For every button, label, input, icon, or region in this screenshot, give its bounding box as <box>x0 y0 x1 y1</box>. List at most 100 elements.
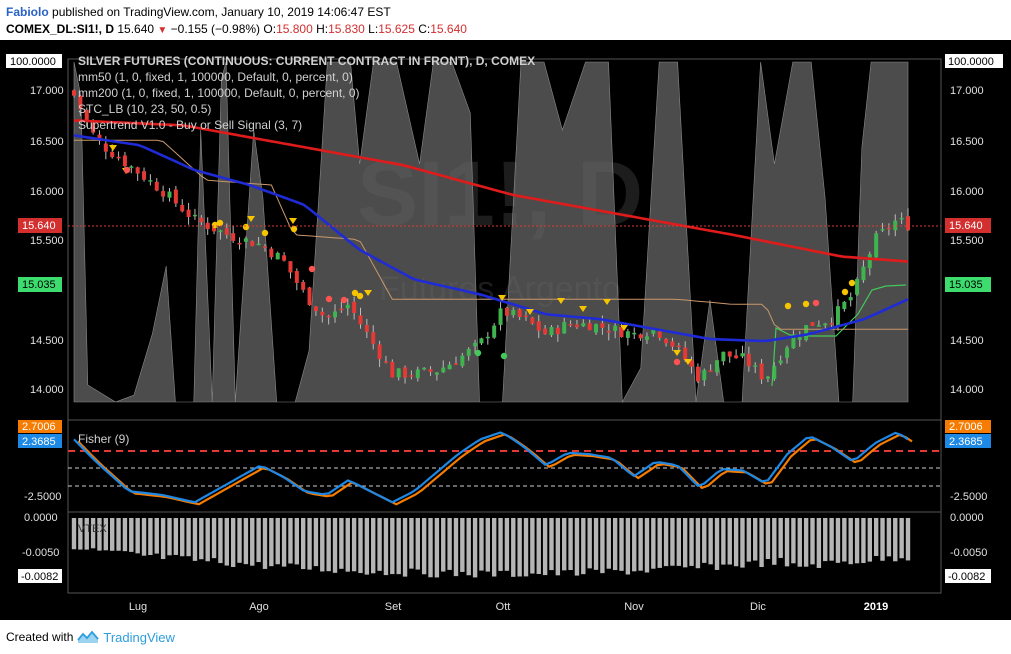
lower-tick-left-0: 0.0000 <box>24 512 58 524</box>
author-link[interactable]: Fabiolo <box>6 5 49 19</box>
candle-body <box>301 282 306 290</box>
lower-histogram-bar <box>460 518 465 572</box>
lower-histogram-bar <box>835 518 841 563</box>
time-axis[interactable]: Lug Ago Set Ott Nov Dic 2019 <box>129 601 888 613</box>
legend-mm200[interactable]: mm200 (1, 0, fixed, 1, 100000, Default, … <box>78 86 360 100</box>
lower-histogram-bar <box>294 518 300 565</box>
lower-histogram-bar <box>364 518 370 575</box>
left-price-scale[interactable]: 100.0000 17.000 16.500 16.000 15.500 14.… <box>6 54 64 396</box>
fisher-tag-1-left <box>18 420 62 433</box>
legend-mm50[interactable]: mm50 (1, 0, fixed, 1, 100000, Default, 0… <box>78 70 353 84</box>
lower-histogram-bar <box>491 518 497 577</box>
fisher-tag-2-right <box>945 434 991 448</box>
candle-body <box>396 368 401 378</box>
sell-signal-triangle <box>579 306 587 312</box>
chart-area[interactable]: SI1!, D Futures Argento SILVER FUTURES (… <box>0 40 1011 620</box>
lower-histogram-bar <box>714 518 720 570</box>
candle-body <box>364 324 369 332</box>
candle-body <box>161 191 166 197</box>
candle-body <box>403 367 408 378</box>
lower-histogram-bar <box>810 518 815 565</box>
candle-body <box>218 230 223 232</box>
chart-canvas[interactable]: SI1!, D Futures Argento SILVER FUTURES (… <box>0 40 1011 620</box>
lower-histogram-bar <box>676 518 682 566</box>
lower-histogram-bar <box>211 518 217 559</box>
sell-signal-triangle <box>289 218 297 224</box>
sell-signal-triangle <box>603 299 611 305</box>
lower-pane[interactable] <box>67 511 942 594</box>
lower-histogram-bar <box>689 518 694 566</box>
tick-left-15500: 15.500 <box>30 235 64 247</box>
lower-histogram-bar <box>873 518 879 557</box>
candle-body <box>212 226 217 232</box>
candle-body <box>339 308 344 311</box>
tradingview-logo-icon <box>77 630 100 643</box>
supertrend-right: 15.035 <box>949 279 983 291</box>
candle-body <box>670 341 675 347</box>
candle-body <box>453 363 458 365</box>
candle-body <box>492 325 497 338</box>
candle-body <box>390 361 395 378</box>
candle-body <box>275 252 280 260</box>
tick-right-16500: 16.500 <box>950 136 984 148</box>
sell-signal-triangle <box>364 290 372 296</box>
tradingview-brand-link[interactable]: TradingView <box>103 629 175 645</box>
tick-right-15500: 15.500 <box>950 235 984 247</box>
lower-histogram-bar <box>135 518 140 554</box>
lower-histogram-bar <box>84 518 89 550</box>
candle-body <box>867 254 872 269</box>
lower-histogram-bar <box>784 518 790 567</box>
open-label: O: <box>263 22 277 36</box>
candle-body <box>180 205 185 212</box>
trailing-line <box>74 139 908 330</box>
candle-body <box>148 180 153 182</box>
legend-supertrend[interactable]: Supertrend V1.0 - Buy or Sell Signal (3,… <box>78 118 302 132</box>
buy-signal-dot <box>848 279 856 287</box>
ma50-line <box>73 134 909 343</box>
candle-body <box>708 370 713 372</box>
candle-body <box>72 90 76 96</box>
legend-title: SILVER FUTURES (CONTINUOUS: CURRENT CONT… <box>78 54 535 68</box>
last-price-tag-left <box>18 218 62 233</box>
candle-body <box>632 332 637 335</box>
lower-histogram-bar <box>141 518 147 556</box>
lower-histogram-bar <box>753 518 758 561</box>
fisher-val-2-left: 2.3685 <box>22 436 56 448</box>
month-dic: Dic <box>750 601 766 613</box>
lower-histogram-bar <box>549 518 554 571</box>
lower-histogram-bar <box>415 518 420 570</box>
lower-histogram-bar <box>893 518 898 562</box>
supertrend-tag-left <box>18 277 62 292</box>
lower-histogram-bar <box>886 518 892 557</box>
supertrend-tag-right <box>945 277 991 292</box>
lower-histogram-bar <box>791 518 796 564</box>
lower-histogram-bar <box>574 518 580 576</box>
candle-body <box>568 324 573 326</box>
lower-histogram-bar <box>358 518 363 574</box>
lower-histogram-bar <box>199 518 204 560</box>
lower-label[interactable]: VTEX <box>78 523 107 535</box>
candle-body <box>746 353 751 367</box>
footer: Created with TradingView <box>6 627 175 647</box>
candle-body <box>778 360 783 364</box>
lower-histogram-bar <box>498 518 503 571</box>
lower-histogram-bar <box>300 518 306 570</box>
last-price-right: 15.640 <box>949 220 983 232</box>
lower-histogram-bar <box>663 518 669 567</box>
lower-histogram-bar <box>160 518 166 560</box>
fisher-label[interactable]: Fisher (9) <box>78 432 129 446</box>
lower-histogram-bar <box>288 518 293 564</box>
tick-left-17000: 17.000 <box>30 85 64 97</box>
candle-body <box>479 338 484 344</box>
lower-histogram-bar <box>695 518 701 569</box>
candle-body <box>282 255 287 261</box>
candle-body <box>294 271 299 283</box>
legend-stc[interactable]: STC_LB (10, 23, 50, 0.5) <box>78 102 211 116</box>
lower-histogram-bar <box>275 518 280 565</box>
lower-histogram-bar <box>371 518 376 574</box>
candle-body <box>759 363 764 380</box>
lower-histogram-bar <box>899 518 904 559</box>
right-price-scale[interactable]: 100.0000 17.000 16.500 16.000 15.500 14.… <box>945 54 1003 396</box>
lower-histogram-bar <box>708 518 713 565</box>
lower-tag-left <box>18 569 62 583</box>
